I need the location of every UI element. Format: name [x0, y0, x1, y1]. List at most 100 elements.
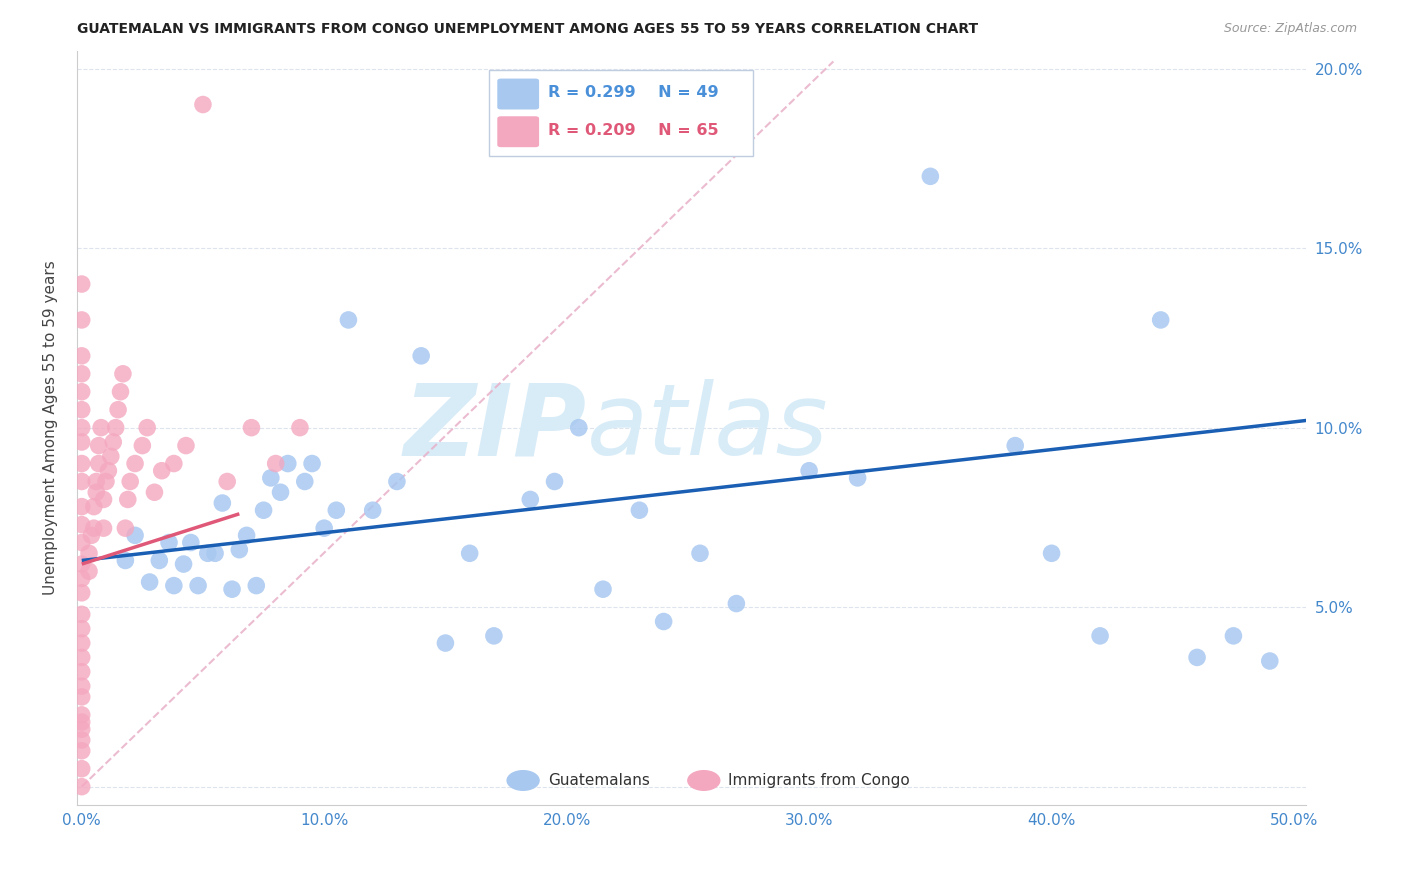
Text: Immigrants from Congo: Immigrants from Congo — [728, 773, 910, 788]
Point — [240, 420, 263, 434]
Point — [301, 457, 323, 471]
Point — [163, 579, 186, 593]
Point — [110, 384, 132, 399]
FancyBboxPatch shape — [498, 78, 538, 110]
Point — [70, 780, 93, 794]
Point — [1150, 313, 1173, 327]
Point — [652, 615, 675, 629]
Point — [124, 528, 146, 542]
Text: atlas: atlas — [588, 379, 828, 476]
Point — [197, 546, 219, 560]
Point — [104, 420, 127, 434]
Point — [70, 457, 93, 471]
Point — [114, 521, 136, 535]
Point — [70, 500, 93, 514]
Point — [70, 367, 93, 381]
Point — [628, 503, 651, 517]
Point — [114, 553, 136, 567]
Text: R = 0.209    N = 65: R = 0.209 N = 65 — [548, 123, 718, 138]
Point — [482, 629, 505, 643]
Point — [325, 503, 347, 517]
Circle shape — [688, 771, 720, 790]
Point — [173, 557, 195, 571]
Point — [70, 733, 93, 747]
Point — [124, 457, 146, 471]
Text: GUATEMALAN VS IMMIGRANTS FROM CONGO UNEMPLOYMENT AMONG AGES 55 TO 59 YEARS CORRE: GUATEMALAN VS IMMIGRANTS FROM CONGO UNEM… — [77, 22, 979, 37]
Point — [411, 349, 433, 363]
Point — [90, 420, 112, 434]
FancyBboxPatch shape — [498, 116, 538, 147]
Point — [235, 528, 257, 542]
Point — [568, 420, 591, 434]
Point — [180, 535, 202, 549]
Point — [157, 535, 180, 549]
Point — [174, 439, 197, 453]
Point — [84, 485, 107, 500]
Point — [797, 464, 820, 478]
Point — [70, 665, 93, 679]
Point — [277, 457, 299, 471]
Point — [70, 384, 93, 399]
FancyBboxPatch shape — [489, 70, 754, 156]
Point — [93, 521, 115, 535]
Point — [70, 535, 93, 549]
Point — [314, 521, 336, 535]
Point — [1040, 546, 1063, 560]
Point — [592, 582, 614, 597]
Point — [136, 420, 159, 434]
Point — [519, 492, 541, 507]
Point — [337, 313, 360, 327]
Point — [543, 475, 565, 489]
Point — [117, 492, 139, 507]
Point — [920, 169, 942, 184]
Point — [87, 457, 110, 471]
Point — [228, 542, 250, 557]
Point — [1088, 629, 1111, 643]
Point — [245, 579, 267, 593]
Point — [1185, 650, 1208, 665]
Point — [264, 457, 287, 471]
Text: Guatemalans: Guatemalans — [548, 773, 650, 788]
Y-axis label: Unemployment Among Ages 55 to 59 years: Unemployment Among Ages 55 to 59 years — [44, 260, 58, 595]
Point — [97, 464, 120, 478]
Point — [70, 762, 93, 776]
Point — [1258, 654, 1281, 668]
Point — [270, 485, 292, 500]
Point — [70, 679, 93, 693]
Point — [70, 475, 93, 489]
Point — [70, 402, 93, 417]
Point — [83, 521, 105, 535]
Point — [70, 714, 93, 729]
Point — [689, 546, 711, 560]
Point — [458, 546, 481, 560]
Point — [70, 517, 93, 532]
Point — [94, 475, 117, 489]
Point — [221, 582, 243, 597]
Point — [143, 485, 166, 500]
Text: Source: ZipAtlas.com: Source: ZipAtlas.com — [1223, 22, 1357, 36]
Point — [1004, 439, 1026, 453]
Point — [111, 367, 134, 381]
Point — [138, 574, 160, 589]
Point — [148, 553, 170, 567]
Point — [84, 475, 107, 489]
Text: R = 0.299    N = 49: R = 0.299 N = 49 — [548, 85, 718, 100]
Point — [131, 439, 153, 453]
Point — [191, 97, 214, 112]
Point — [83, 500, 105, 514]
Point — [120, 475, 142, 489]
Point — [103, 435, 125, 450]
Point — [385, 475, 408, 489]
Point — [260, 471, 283, 485]
Point — [294, 475, 316, 489]
Point — [70, 707, 93, 722]
Point — [70, 744, 93, 758]
Point — [70, 571, 93, 585]
Point — [70, 607, 93, 622]
Point — [77, 564, 100, 578]
Point — [187, 579, 209, 593]
Point — [725, 597, 748, 611]
Point — [70, 690, 93, 704]
Point — [70, 557, 93, 571]
Point — [70, 313, 93, 327]
